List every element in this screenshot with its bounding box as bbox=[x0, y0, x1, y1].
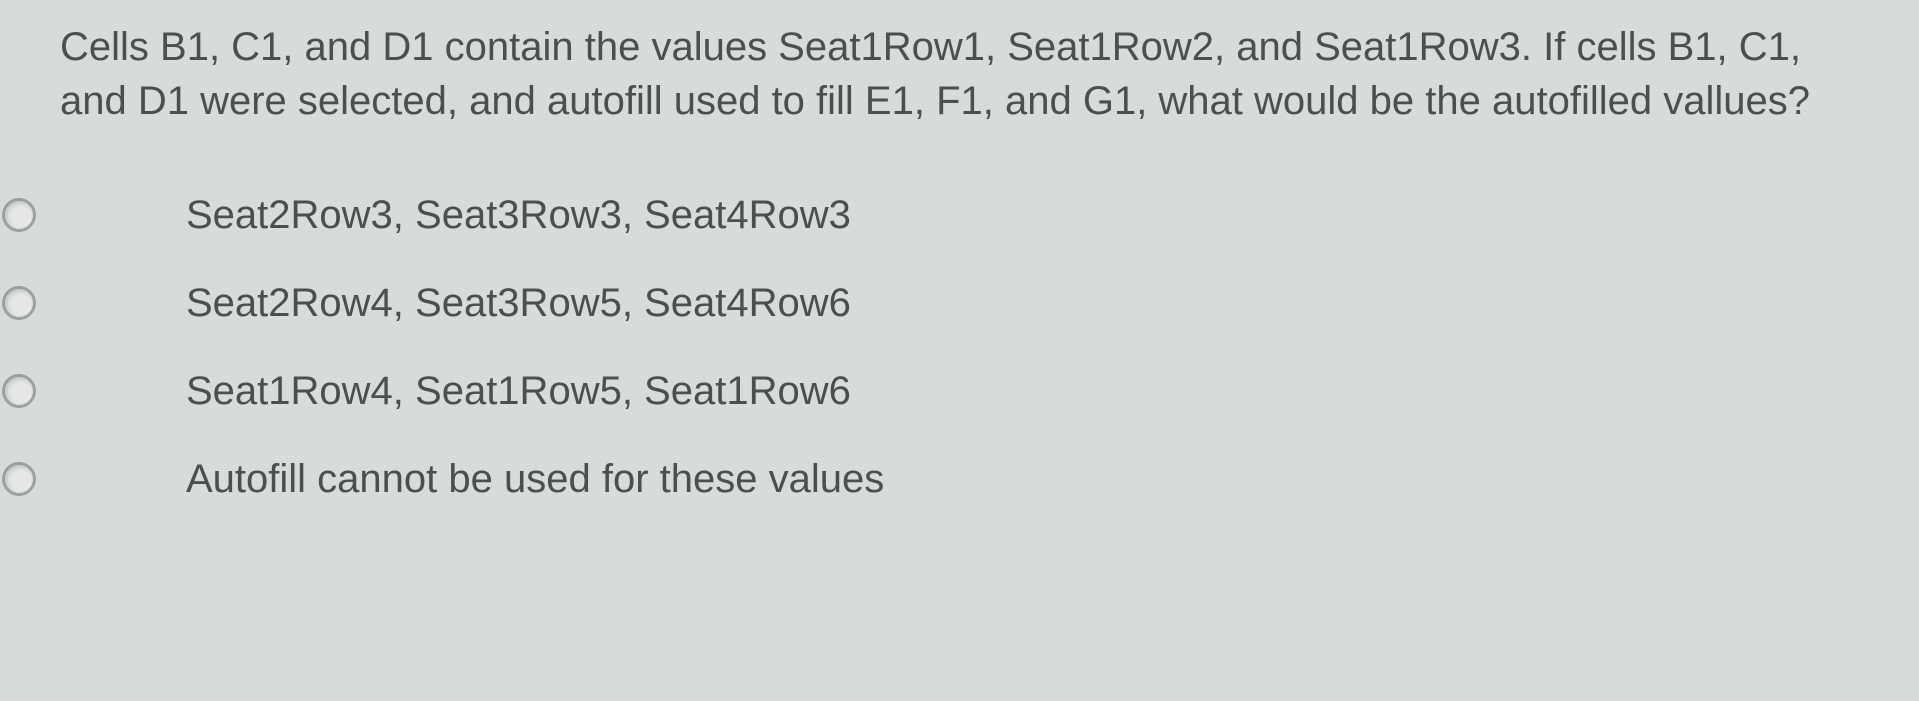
option-row[interactable]: Seat1Row4, Seat1Row5, Seat1Row6 bbox=[60, 364, 1859, 418]
radio-icon[interactable] bbox=[2, 198, 36, 232]
option-row[interactable]: Autofill cannot be used for these values bbox=[60, 452, 1859, 506]
radio-icon[interactable] bbox=[2, 462, 36, 496]
option-row[interactable]: Seat2Row3, Seat3Row3, Seat4Row3 bbox=[60, 188, 1859, 242]
options-list: Seat2Row3, Seat3Row3, Seat4Row3 Seat2Row… bbox=[60, 188, 1859, 506]
option-label: Seat2Row4, Seat3Row5, Seat4Row6 bbox=[186, 276, 851, 330]
question-text: Cells B1, C1, and D1 contain the values … bbox=[60, 20, 1859, 128]
radio-icon[interactable] bbox=[2, 286, 36, 320]
option-label: Seat1Row4, Seat1Row5, Seat1Row6 bbox=[186, 364, 851, 418]
option-row[interactable]: Seat2Row4, Seat3Row5, Seat4Row6 bbox=[60, 276, 1859, 330]
option-label: Autofill cannot be used for these values bbox=[186, 452, 884, 506]
option-label: Seat2Row3, Seat3Row3, Seat4Row3 bbox=[186, 188, 851, 242]
radio-icon[interactable] bbox=[2, 374, 36, 408]
quiz-container: Cells B1, C1, and D1 contain the values … bbox=[0, 0, 1919, 506]
